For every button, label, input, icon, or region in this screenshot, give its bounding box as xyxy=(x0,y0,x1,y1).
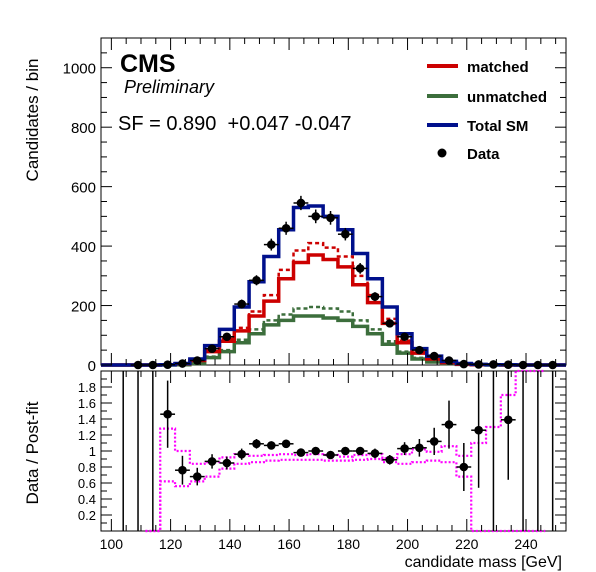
data-point xyxy=(415,345,424,355)
x-tick-label: 200 xyxy=(396,536,420,552)
data-point xyxy=(178,359,187,368)
x-tick-label: 220 xyxy=(455,536,479,552)
main-y-axis: 0 200 400 600 800 1000 xyxy=(63,52,566,375)
legend: matched unmatched Total SM Data xyxy=(427,59,547,163)
legend-label-unmatched: unmatched xyxy=(467,89,547,106)
data-point xyxy=(533,360,543,370)
ratio-y-tick-label: 1.2 xyxy=(78,428,96,443)
data-point xyxy=(355,264,365,273)
main-x-ticks xyxy=(110,38,557,365)
ratio-point xyxy=(207,457,217,466)
data-point xyxy=(252,275,261,285)
main-y-axis-label: Candidates / bin xyxy=(23,59,42,182)
data-point xyxy=(385,319,395,328)
ratio-y-axis: 0.20.40.60.811.21.41.61.8 xyxy=(78,378,566,524)
ratio-y-tick-label: 0.8 xyxy=(78,460,96,475)
data-point xyxy=(370,292,380,301)
data-point xyxy=(548,360,557,370)
experiment-label: CMS xyxy=(120,50,176,78)
ratio-y-tick-label: 1.8 xyxy=(78,380,96,395)
data-point xyxy=(429,351,439,361)
ratio-point xyxy=(192,472,202,481)
x-tick-label: 120 xyxy=(159,536,183,552)
main-y-tick-label: 200 xyxy=(71,299,96,316)
ratio-y-tick-label: 0.2 xyxy=(78,508,96,523)
legend-label-total-sm: Total SM xyxy=(467,118,528,135)
legend-label-data: Data xyxy=(467,146,500,163)
data-point xyxy=(444,356,454,365)
data-point xyxy=(400,332,409,342)
ratio-point xyxy=(385,455,395,465)
data-point xyxy=(341,229,350,239)
main-y-tick-label: 0 xyxy=(88,358,96,375)
x-axis-label: candidate mass [GeV] xyxy=(405,554,562,571)
ratio-y-tick-label: 0.4 xyxy=(78,492,96,507)
ratio-point xyxy=(163,409,172,419)
ratio-point xyxy=(237,449,246,459)
ratio-point xyxy=(267,441,276,450)
ratio-point xyxy=(252,439,261,449)
x-tick-label: 140 xyxy=(218,536,242,552)
x-tick-label: 100 xyxy=(100,536,124,552)
data-point xyxy=(503,360,513,370)
ratio-point xyxy=(444,420,454,429)
data-point xyxy=(489,360,498,369)
main-series-group xyxy=(101,195,566,370)
x-tick-label: 160 xyxy=(277,536,301,552)
ratio-y-tick-label: 1 xyxy=(89,444,96,459)
main-y-tick-label: 600 xyxy=(71,180,96,197)
data-point xyxy=(163,360,172,370)
ratio-point xyxy=(296,448,306,457)
ratio-point xyxy=(281,439,291,449)
ratio-point xyxy=(415,443,424,453)
data-point xyxy=(459,359,469,369)
legend-label-matched: matched xyxy=(467,59,529,76)
data-point xyxy=(326,213,335,223)
ratio-point xyxy=(311,446,321,456)
data-point xyxy=(148,360,158,370)
ratio-point xyxy=(400,444,409,453)
main-y-tick-label: 1000 xyxy=(63,61,96,78)
ratio-point xyxy=(222,458,232,468)
ratio-point xyxy=(459,462,469,472)
ratio-point xyxy=(341,446,350,456)
ratio-point xyxy=(503,415,513,425)
ratio-point xyxy=(474,425,483,435)
legend-marker-data xyxy=(437,148,447,158)
main-y-tick-label: 800 xyxy=(71,120,96,137)
data-point xyxy=(518,360,528,370)
ratio-y-tick-label: 0.6 xyxy=(78,476,96,491)
scale-factor-label: SF = 0.890 +0.047 -0.047 xyxy=(118,113,352,135)
data-point xyxy=(207,344,217,353)
ratio-data-points xyxy=(122,371,554,531)
ratio-point xyxy=(326,450,335,460)
data-point xyxy=(222,332,232,342)
status-label: Preliminary xyxy=(124,77,215,97)
data-point xyxy=(296,198,306,208)
ratio-y-tick-label: 1.4 xyxy=(78,412,96,427)
ratio-panel: 0.20.40.60.811.21.41.61.8 100 120 140 160 18… xyxy=(23,369,567,571)
ratio-y-axis-label: Data / Post-fit xyxy=(23,401,42,504)
ratio-point xyxy=(370,449,380,458)
ratio-point xyxy=(429,437,439,446)
ratio-y-tick-label: 1.6 xyxy=(78,396,96,411)
ratio-x-axis: 100 120 140 160 180 200 220 240 xyxy=(100,371,557,552)
data-point xyxy=(133,360,143,370)
ratio-point xyxy=(355,446,365,456)
data-point xyxy=(474,360,483,369)
data-point xyxy=(192,356,202,365)
main-histogram-panel: 0 200 400 600 800 1000 Candidates / bin CMS P… xyxy=(23,37,567,375)
data-point xyxy=(281,223,291,233)
data-point xyxy=(237,299,246,309)
x-tick-label: 180 xyxy=(337,536,361,552)
main-y-tick-label: 400 xyxy=(71,239,96,256)
data-point xyxy=(311,212,321,221)
x-tick-label: 240 xyxy=(514,536,538,552)
data-point xyxy=(267,240,276,249)
ratio-point xyxy=(178,465,187,475)
